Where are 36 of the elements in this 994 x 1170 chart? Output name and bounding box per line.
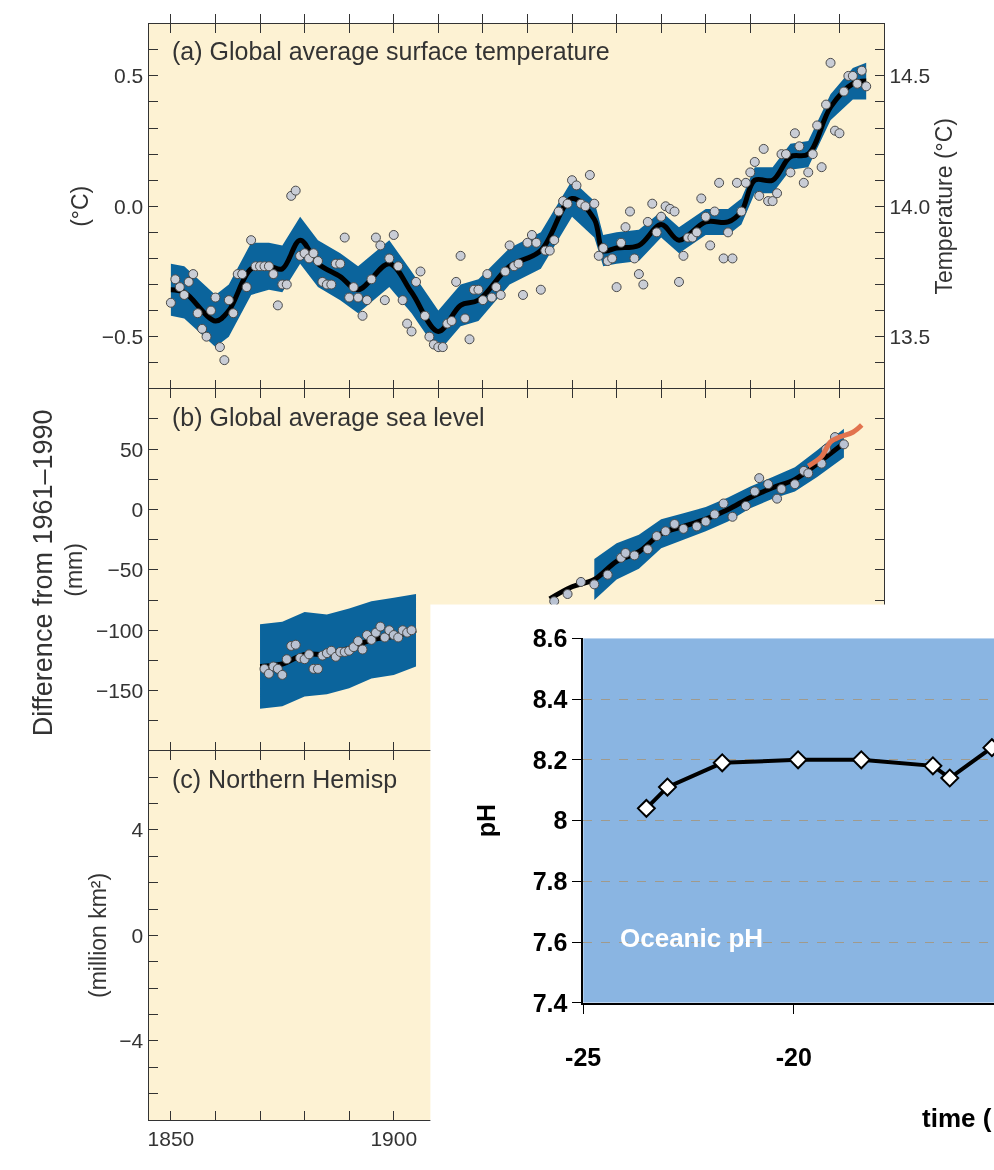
y-tick-label: −50 xyxy=(107,558,144,582)
y-tick-label: −0.5 xyxy=(101,325,144,349)
y-axis-title: (mm) xyxy=(61,543,88,597)
x-tick-label: -20 xyxy=(775,1042,812,1071)
y-tick-label: −4 xyxy=(119,1029,144,1053)
y-tick-label: 8 xyxy=(553,806,568,835)
x-tick-label: 1850 xyxy=(147,1127,195,1151)
y-tick-label: 50 xyxy=(119,437,144,461)
y-tick-label: 0.5 xyxy=(114,64,144,88)
y2-tick-label: 14.5 xyxy=(889,64,931,88)
y-tick-label: 0.0 xyxy=(114,194,144,218)
y-axis-title: (°C) xyxy=(67,185,94,227)
y-tick-label: 7.8 xyxy=(532,867,568,896)
y-tick-label: −100 xyxy=(95,618,144,642)
text: time ( xyxy=(922,1103,992,1133)
text: (c) Northern Hemisp xyxy=(172,765,398,793)
y-tick-label: 8.4 xyxy=(532,684,568,713)
text: (a) Global average surface temperature xyxy=(172,37,610,65)
y-tick-label: 7.4 xyxy=(532,988,568,1017)
x-tick-label: -25 xyxy=(565,1042,602,1071)
y2-tick-label: 13.5 xyxy=(889,325,931,349)
y2-tick-label: 14.0 xyxy=(889,194,931,218)
y-tick-label: 4 xyxy=(131,818,144,842)
y-axis-title: (million km²) xyxy=(84,872,111,999)
y-tick-label: 8.6 xyxy=(532,624,568,653)
y-tick-label: 0 xyxy=(131,923,144,947)
text: (b) Global average sea level xyxy=(172,403,485,431)
x-tick-label: 1900 xyxy=(370,1127,418,1151)
y-axis-title: pH xyxy=(471,803,500,838)
y-tick-label: 8.2 xyxy=(532,745,568,774)
y2-axis-title: Temperature (°C) xyxy=(930,117,957,295)
text: Difference from 1961–1990 xyxy=(27,409,58,737)
annotation: Oceanic pH xyxy=(620,923,764,953)
y-tick-label: 0 xyxy=(131,497,144,521)
y-tick-label: 7.6 xyxy=(532,927,568,956)
y-tick-label: −150 xyxy=(95,678,144,702)
